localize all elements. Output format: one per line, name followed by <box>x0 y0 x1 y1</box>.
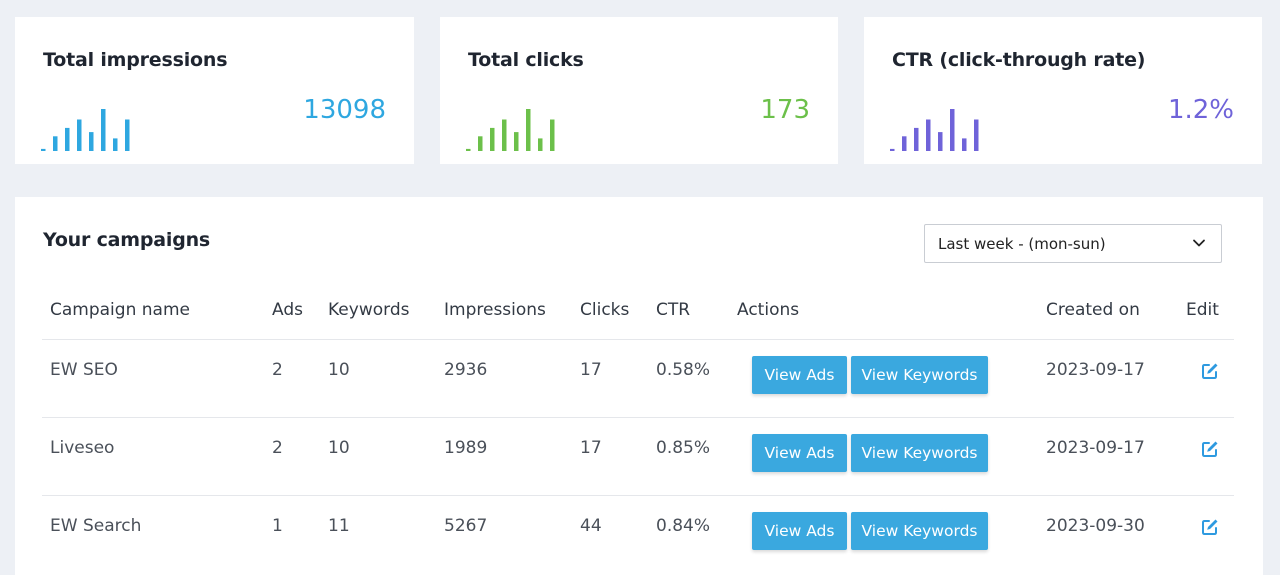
col-edit: Edit <box>1186 300 1219 320</box>
col-ads[interactable]: Ads <box>272 300 303 320</box>
campaign-name: EW Search <box>50 516 142 536</box>
edit-icon[interactable] <box>1200 517 1220 537</box>
table-row: EW Search 1 11 5267 44 0.84% View Ads Vi… <box>42 495 1234 573</box>
chevron-down-icon <box>1193 239 1205 247</box>
stat-value: 1.2% <box>1167 95 1234 125</box>
sparkline-bar <box>514 132 519 151</box>
clicks-count: 17 <box>580 360 602 380</box>
ctr-value: 0.85% <box>656 438 711 458</box>
edit-icon[interactable] <box>1200 439 1220 459</box>
col-impressions[interactable]: Impressions <box>444 300 546 320</box>
sparkline-bar <box>89 132 94 151</box>
view-ads-button[interactable]: View Ads <box>752 356 847 394</box>
sparkline-icon <box>466 109 555 151</box>
sparkline-bar <box>478 136 483 151</box>
campaigns-panel: Your campaigns Last week - (mon-sun) Cam… <box>15 197 1263 575</box>
sparkline-bar <box>466 148 471 151</box>
stat-title: Total impressions <box>43 49 228 71</box>
stat-card-clicks: Total clicks 173 <box>440 17 838 164</box>
impressions-count: 5267 <box>444 516 488 536</box>
sparkline-bar <box>526 109 531 151</box>
keywords-count: 10 <box>328 438 350 458</box>
sparkline-bar <box>502 119 507 151</box>
sparkline-bar <box>902 136 907 151</box>
col-clicks[interactable]: Clicks <box>580 300 630 320</box>
table-row: EW SEO 2 10 2936 17 0.58% View Ads View … <box>42 339 1234 417</box>
impressions-count: 2936 <box>444 360 488 380</box>
view-ads-button[interactable]: View Ads <box>752 434 847 472</box>
view-keywords-button[interactable]: View Keywords <box>851 356 988 394</box>
clicks-count: 17 <box>580 438 602 458</box>
col-created-on[interactable]: Created on <box>1046 300 1140 320</box>
sparkline-bar <box>890 148 895 151</box>
sparkline-bar <box>962 138 967 151</box>
sparkline-bar <box>538 138 543 151</box>
sparkline-bar <box>53 136 58 151</box>
created-date: 2023-09-17 <box>1046 438 1145 458</box>
ctr-value: 0.84% <box>656 516 711 536</box>
stat-title: Total clicks <box>468 49 584 71</box>
stat-card-ctr: CTR (click-through rate) 1.2% <box>864 17 1262 164</box>
sparkline-bar <box>950 109 955 151</box>
sparkline-bar <box>490 127 495 151</box>
col-ctr[interactable]: CTR <box>656 300 691 320</box>
sparkline-bar <box>125 119 130 151</box>
sparkline-bar <box>926 119 931 151</box>
ads-count: 2 <box>272 438 283 458</box>
view-keywords-button[interactable]: View Keywords <box>851 434 988 472</box>
sparkline-bar <box>65 127 70 151</box>
keywords-count: 11 <box>328 516 350 536</box>
sparkline-icon <box>890 109 979 151</box>
ads-count: 1 <box>272 516 283 536</box>
campaign-name: Liveseo <box>50 438 115 458</box>
sparkline-bar <box>77 119 82 151</box>
period-select[interactable]: Last week - (mon-sun) <box>924 224 1222 263</box>
view-keywords-button[interactable]: View Keywords <box>851 512 988 550</box>
sparkline-bar <box>938 132 943 151</box>
col-keywords[interactable]: Keywords <box>328 300 410 320</box>
stat-value: 173 <box>760 95 810 125</box>
stat-value: 13098 <box>303 95 386 125</box>
campaign-name: EW SEO <box>50 360 118 380</box>
sparkline-icon <box>41 109 130 151</box>
sparkline-bar <box>974 119 979 151</box>
col-campaign-name[interactable]: Campaign name <box>50 300 190 320</box>
view-ads-button[interactable]: View Ads <box>752 512 847 550</box>
period-select-value: Last week - (mon-sun) <box>938 235 1106 253</box>
stat-title: CTR (click-through rate) <box>892 49 1146 71</box>
sparkline-bar <box>41 148 46 151</box>
col-actions: Actions <box>737 300 800 320</box>
sparkline-bar <box>914 127 919 151</box>
impressions-count: 1989 <box>444 438 488 458</box>
sparkline-bar <box>550 119 555 151</box>
ctr-value: 0.58% <box>656 360 711 380</box>
edit-icon[interactable] <box>1200 361 1220 381</box>
sparkline-bar <box>113 138 118 151</box>
keywords-count: 10 <box>328 360 350 380</box>
created-date: 2023-09-17 <box>1046 360 1145 380</box>
sparkline-bar <box>101 109 106 151</box>
ads-count: 2 <box>272 360 283 380</box>
stat-card-impressions: Total impressions 13098 <box>15 17 414 164</box>
table-row: Liveseo 2 10 1989 17 0.85% View Ads View… <box>42 417 1234 495</box>
panel-title: Your campaigns <box>43 229 211 251</box>
created-date: 2023-09-30 <box>1046 516 1145 536</box>
clicks-count: 44 <box>580 516 602 536</box>
